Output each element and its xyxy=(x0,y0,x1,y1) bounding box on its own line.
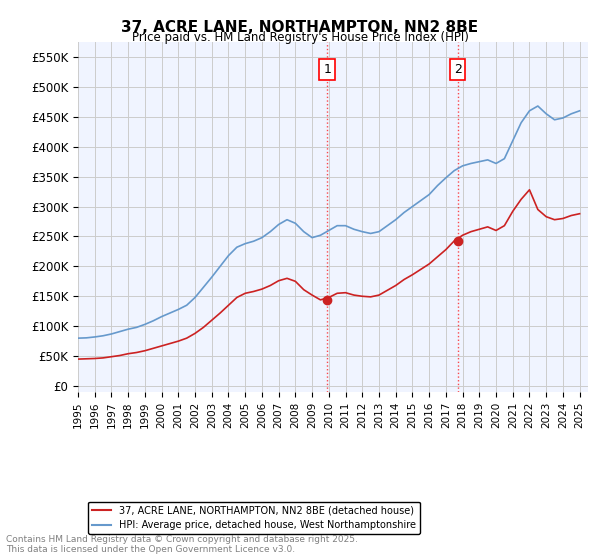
Text: 1: 1 xyxy=(323,63,331,76)
Text: Contains HM Land Registry data © Crown copyright and database right 2025.
This d: Contains HM Land Registry data © Crown c… xyxy=(6,535,358,554)
Text: Price paid vs. HM Land Registry's House Price Index (HPI): Price paid vs. HM Land Registry's House … xyxy=(131,31,469,44)
Legend: 37, ACRE LANE, NORTHAMPTON, NN2 8BE (detached house), HPI: Average price, detach: 37, ACRE LANE, NORTHAMPTON, NN2 8BE (det… xyxy=(88,502,420,534)
Text: 2: 2 xyxy=(454,63,461,76)
Text: 37, ACRE LANE, NORTHAMPTON, NN2 8BE: 37, ACRE LANE, NORTHAMPTON, NN2 8BE xyxy=(121,20,479,35)
